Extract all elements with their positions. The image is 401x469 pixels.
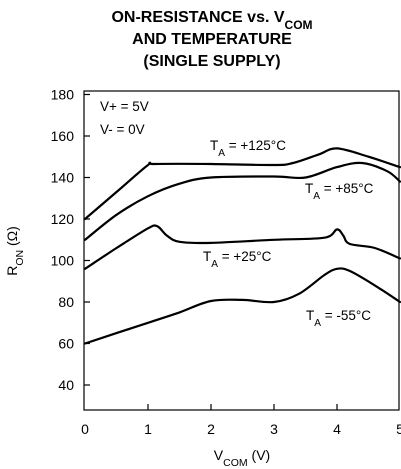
y-axis: 40 60 80 100 120 140 160 180 [51,87,90,393]
supply-note-bg [98,98,174,115]
x-tick-label: 3 [270,421,278,437]
series-lines [83,147,401,345]
title-line: AND TEMPERATURE [132,31,292,48]
supply-note: V+ = 5V [100,99,149,114]
title-line: (SINGLE SUPPLY) [143,53,280,70]
y-axis-label: RON (Ω) [4,226,26,276]
x-axis-label: VCOM (V) [214,447,270,469]
series-line-1 [83,161,401,241]
supply-note-bg [98,121,174,138]
series-label-bg [302,306,386,326]
x-tick-label: 4 [333,421,341,437]
plot-frame [83,90,400,411]
y-tick-label: 60 [58,336,74,352]
x-tick-label: 5 [396,421,401,437]
series-label-bg [199,247,283,267]
y-axis-title: RON (Ω) [4,226,26,276]
x-tick-label: 1 [144,421,152,437]
y-tick-label: 120 [51,211,75,227]
series-label-bg [301,179,385,199]
series-line-0 [83,147,401,221]
series-label-bg [206,136,311,156]
x-tick-label: 0 [81,421,89,437]
y-tick-label: 40 [58,377,74,393]
x-axis-title: VCOM (V) [214,447,270,469]
x-axis: 0 1 2 3 4 5 [81,404,401,437]
supply-note: V- = 0V [100,122,145,137]
series-line-3 [83,267,401,345]
title-line: ON-RESISTANCE vs. VCOM [111,9,312,32]
y-tick-label: 100 [51,253,75,269]
y-tick-label: 140 [51,170,75,186]
y-tick-label: 180 [51,87,75,103]
y-tick-label: 80 [58,294,74,310]
x-tick-label: 2 [207,421,215,437]
y-tick-label: 160 [51,128,75,144]
series-line-2 [83,224,401,270]
